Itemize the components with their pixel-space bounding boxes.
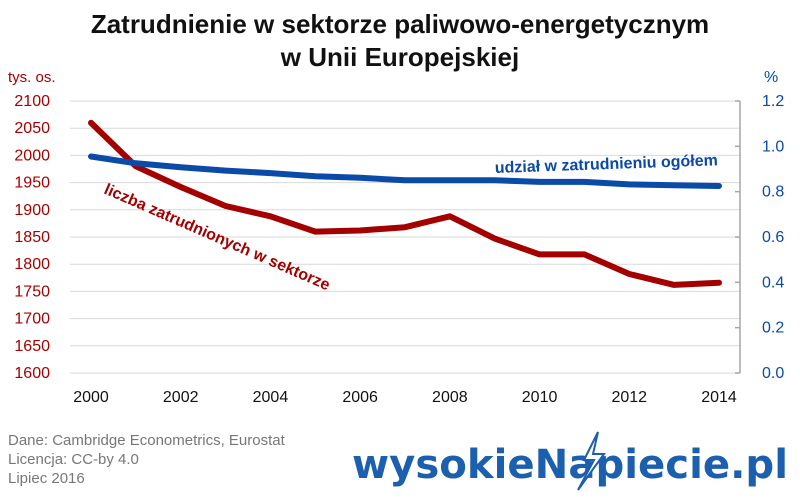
x-tick-label: 2014 xyxy=(701,389,737,406)
x-tick-label: 2000 xyxy=(73,389,109,406)
y-right-tick-label: 0.8 xyxy=(762,184,784,201)
license-note: Licencja: CC-by 4.0 xyxy=(8,451,139,468)
y-left-tick-label: 1600 xyxy=(14,365,50,382)
y-left-tick-label: 1850 xyxy=(14,229,50,246)
y-left-tick-label: 1700 xyxy=(14,311,50,328)
x-tick-label: 2010 xyxy=(522,389,558,406)
date-note: Lipiec 2016 xyxy=(8,470,85,487)
y-right-tick-label: 0.0 xyxy=(762,365,784,382)
y-left-tick-label: 1750 xyxy=(14,283,50,300)
series-line-share xyxy=(88,153,722,189)
lightning-bolt-icon xyxy=(577,431,606,491)
x-tick-label: 2004 xyxy=(253,389,289,406)
axes: 1600 1650 1700 1750 1800 1850 1900 1950 2000 2050… xyxy=(8,69,784,406)
y-left-tick-label: 2000 xyxy=(14,147,50,164)
chart-title-line-2: w Unii Europejskiej xyxy=(280,42,520,72)
y-right-unit: % xyxy=(764,69,778,86)
y-right-tick-label: 1.0 xyxy=(762,138,784,155)
brand-logo: wysokieNapiecie.pl xyxy=(352,431,788,491)
x-tick-label: 2002 xyxy=(163,389,199,406)
x-tick-label: 2008 xyxy=(432,389,468,406)
y-left-tick-label: 1900 xyxy=(14,202,50,219)
y-left-unit: tys. os. xyxy=(8,69,56,86)
x-tick-label: 2006 xyxy=(342,389,378,406)
footer-notes: Dane: Cambridge Econometrics, Eurostat L… xyxy=(8,431,285,488)
source-note: Dane: Cambridge Econometrics, Eurostat xyxy=(8,432,285,449)
line-chart: 1600 1650 1700 1750 1800 1850 1900 1950 2000 2050… xyxy=(8,69,784,406)
y-left-tick-label: 1650 xyxy=(14,338,50,355)
grid-lines xyxy=(70,100,740,374)
y-left-tick-label: 1800 xyxy=(14,256,50,273)
logo-text: wysokieNapiecie.pl xyxy=(352,442,788,488)
y-right-tick-label: 0.4 xyxy=(762,274,784,291)
y-right-tick-label: 0.6 xyxy=(762,229,784,246)
y-left-tick-label: 2050 xyxy=(14,120,50,137)
series-lines xyxy=(88,119,722,288)
series-label-employment: liczba zatrudnionych w sektorze xyxy=(101,181,332,294)
y-right-tick-label: 0.2 xyxy=(762,320,784,337)
series-label-share: udział w zatrudnieniu ogółem xyxy=(495,152,719,177)
chart-title: Zatrudnienie w sektorze paliwowo-energet… xyxy=(0,8,800,74)
y-right-tick-label: 1.2 xyxy=(762,93,784,110)
chart-title-line-1: Zatrudnienie w sektorze paliwowo-energet… xyxy=(90,9,710,39)
series-line-employment xyxy=(88,119,722,288)
y-left-tick-label: 1950 xyxy=(14,175,50,192)
x-tick-label: 2012 xyxy=(611,389,647,406)
y-left-tick-label: 2100 xyxy=(14,93,50,110)
